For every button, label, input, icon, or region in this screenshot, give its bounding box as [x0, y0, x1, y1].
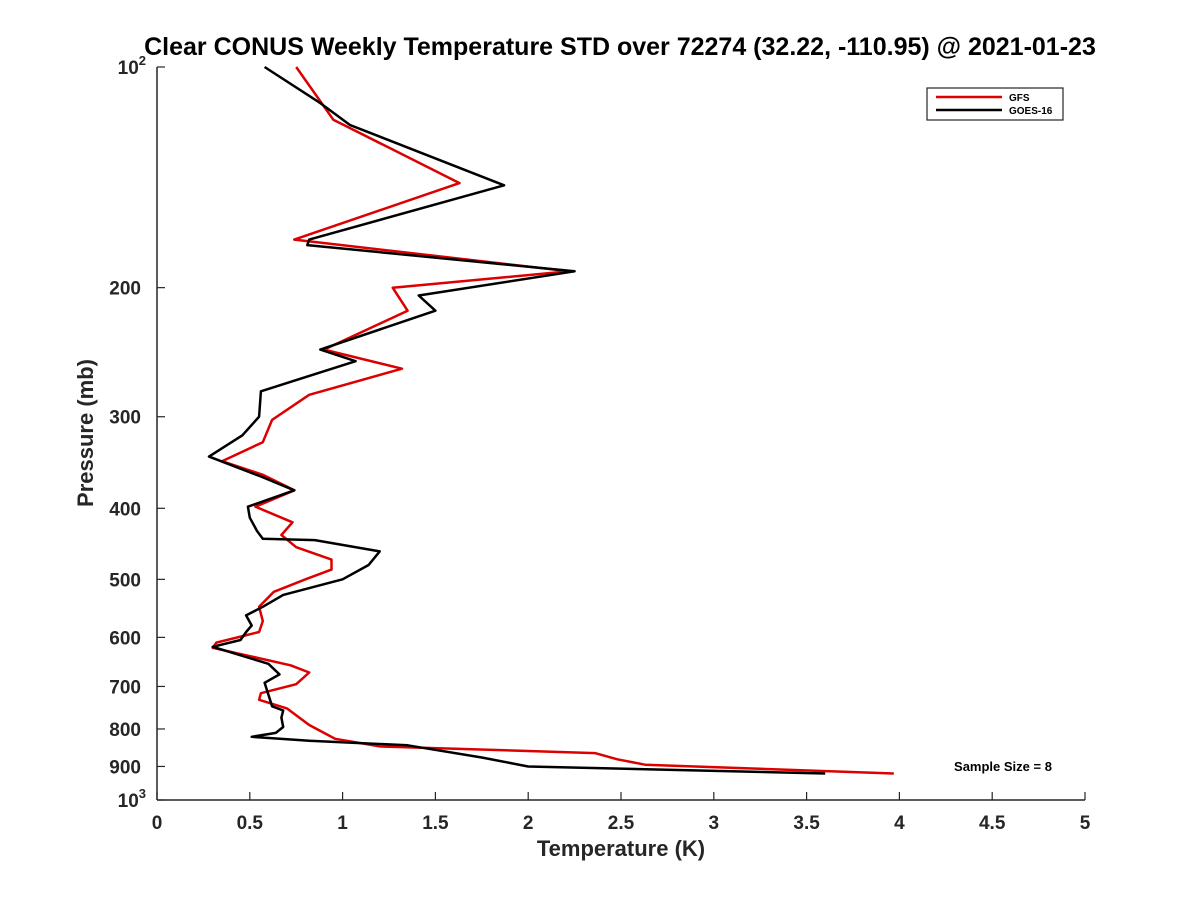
y-axis-ticks: 200 300 400 500 600 700 800 900 102 103 — [109, 53, 165, 812]
y-tick-label: 600 — [109, 628, 141, 649]
series-line-goes16 — [207, 65, 826, 775]
x-tick-label: 3.5 — [793, 813, 820, 834]
legend-label-gfs: GFS — [1009, 93, 1030, 104]
x-tick-label: 1 — [337, 813, 348, 834]
sample-size-annotation: Sample Size = 8 — [954, 759, 1052, 774]
y-tick-label: 700 — [109, 677, 141, 698]
y-tick-label: 300 — [109, 408, 141, 429]
x-tick-label: 4.5 — [979, 813, 1006, 834]
x-tick-label: 0 — [152, 813, 163, 834]
legend-box — [926, 87, 1064, 121]
x-tick-label: 0.5 — [237, 813, 264, 834]
y-tick-label: 900 — [109, 757, 141, 778]
legend: GFS GOES-16 — [926, 87, 1064, 121]
x-tick-label: 2.5 — [608, 813, 635, 834]
x-tick-label: 3 — [709, 813, 720, 834]
x-axis-ticks: 0 0.5 1 1.5 2 2.5 3 3.5 4 4.5 5 — [152, 792, 1091, 834]
x-axis-label: Temperature (K) — [537, 836, 705, 861]
y-tick-label: 800 — [109, 720, 141, 741]
y-tick-label: 103 — [118, 786, 146, 812]
x-tick-label: 4 — [894, 813, 905, 834]
y-tick-label: 500 — [109, 570, 141, 591]
series-layer — [207, 65, 894, 775]
y-tick-label: 102 — [118, 53, 146, 79]
y-axis-label: Pressure (mb) — [73, 359, 98, 507]
x-tick-label: 2 — [523, 813, 534, 834]
series-line-gfs — [211, 66, 894, 775]
x-tick-label: 5 — [1080, 813, 1091, 834]
legend-label-goes16: GOES-16 — [1009, 106, 1053, 117]
y-tick-label: 200 — [109, 279, 141, 300]
chart-title: Clear CONUS Weekly Temperature STD over … — [144, 33, 1096, 61]
y-tick-label: 400 — [109, 499, 141, 520]
x-tick-label: 1.5 — [422, 813, 449, 834]
